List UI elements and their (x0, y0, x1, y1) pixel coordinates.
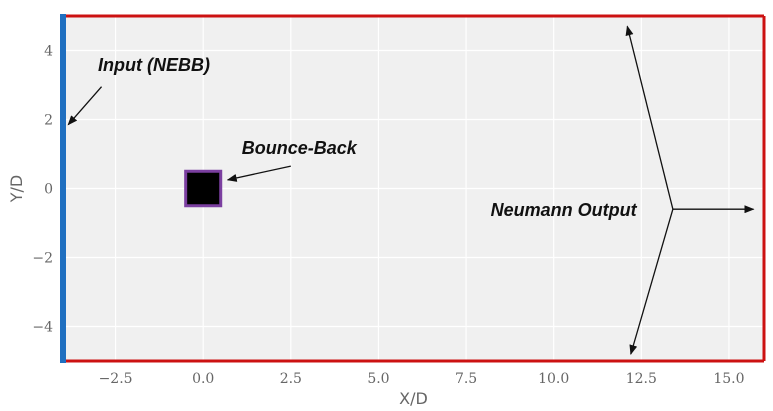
y-tick-label: 4 (44, 44, 53, 60)
x-tick-label: 0.0 (192, 371, 214, 387)
y-tick-label: 2 (44, 113, 53, 129)
x-tick-label: 12.5 (626, 371, 657, 387)
y-axis-ticks: −4 −2 0 2 4 (32, 44, 53, 336)
annotation-arrow (625, 25, 674, 210)
x-tick-label: −2.5 (99, 371, 133, 387)
y-tick-label: 0 (44, 182, 53, 198)
annotations: Input (NEBB) Bounce-Back Neumann Output (67, 25, 755, 356)
y-tick-label: −4 (32, 320, 53, 336)
annotation-outlet: Neumann Output (491, 200, 638, 220)
x-axis-ticks: −2.5 0.0 2.5 5.0 7.5 10.0 12.5 15.0 (99, 371, 745, 387)
grid-lines (63, 16, 764, 361)
x-tick-label: 15.0 (713, 371, 744, 387)
x-tick-label: 7.5 (455, 371, 477, 387)
annotation-arrow (67, 86, 103, 126)
annotation-bounce: Bounce-Back (242, 138, 358, 158)
square-obstacle (184, 169, 223, 208)
x-tick-label: 2.5 (280, 371, 302, 387)
annotation-arrow (629, 209, 674, 356)
annotation-inlet: Input (NEBB) (98, 55, 210, 75)
x-tick-label: 10.0 (538, 371, 569, 387)
y-axis-label: Y/D (7, 175, 26, 203)
domain-boundaries (60, 14, 766, 363)
annotation-arrow (226, 165, 291, 182)
x-axis-label: X/D (399, 389, 428, 408)
x-tick-label: 5.0 (367, 371, 389, 387)
y-tick-label: −2 (32, 251, 53, 267)
